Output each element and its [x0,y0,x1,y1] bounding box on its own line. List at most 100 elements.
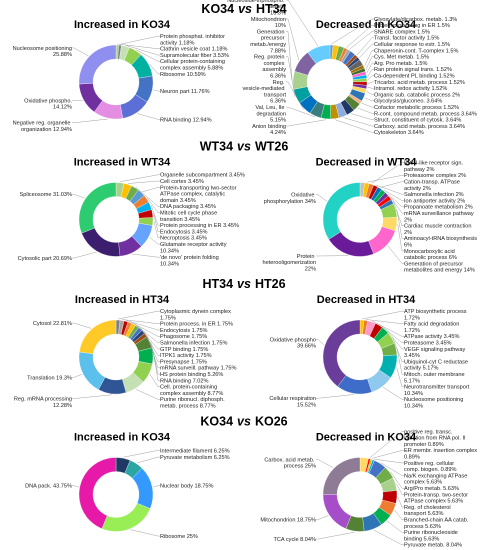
slice-label-line: Mitochondrion [260,517,295,523]
slice-label: Propanoate metabolism [404,205,463,211]
chart-title: Decreased in KO34 [316,432,417,444]
slice-value-label: 3.45% [200,204,216,210]
slice-label-line: Protein-transporting two-sector [160,185,238,191]
slice-label-line: RNA binding [160,378,191,384]
slice-label-line: RNA binding [160,117,191,123]
slice-value-label: 39.66% [297,344,316,350]
slice-value-label: 1.75% [191,359,207,365]
slice-value-label: 25% [187,534,198,540]
slice-label-line: Oxidative phospho [270,337,316,343]
chart-title: Increased in KO34 [74,432,171,444]
slice-label: Protein process. in ER [160,322,216,328]
slice-value-label: 18.75% [297,517,316,523]
donut-slice [322,182,361,240]
slice-label-line: initiation from RNA pol. II [404,436,467,442]
slice-value-label: 6.25% [214,455,230,461]
donut-slice [307,44,331,64]
leader-line [286,119,326,127]
slice-label-line: Salmonella infection [404,192,454,198]
slice-value-label: 1.18% [212,47,228,53]
slice-label-line: Cell. protein-containing [160,385,219,391]
slice-label: Glyoxylate/dicarbox. metab. [374,17,443,23]
leader-line [142,187,160,193]
leader-line [372,320,404,337]
slice-label: 'de novo' protein folding [160,255,219,261]
slice-label-line: metab./energy [250,42,286,48]
slice-label-line: Salmonella infection [160,341,210,347]
slice-label: Tricarbo. acid metab. process [374,80,448,86]
slice-value-label: 5.17% [404,378,420,384]
chart-title: Decreased in HT34 [317,294,416,306]
leader-line [384,190,404,201]
leader-line [373,529,404,546]
slice-value-label: 1.75% [217,322,233,328]
slice-label-line: Mitotic cell cycle phase [160,210,219,216]
slice-label: Purine ribonucl. diphosph. metab. proces… [160,397,226,409]
leader-line [122,319,160,324]
slice-value-label: 0.89% [404,455,420,461]
slice-value-label: 1.18% [179,40,195,46]
slice-label: Cellular protein-containing complex asse… [160,59,227,71]
slice-label: Pyruvate metabolism [160,455,213,461]
slice-value-label: 5.63% [443,486,459,492]
slice-label: Protein heterooligomerization [263,254,316,266]
slice-label-line: process [404,524,424,530]
slice-label-line: activity [404,186,421,192]
slice-label: Cardiac muscle contraction [404,224,471,230]
leader-line [397,497,404,508]
slice-value-label: 5.17% [423,366,439,372]
slice-label: Cell. protein-containing complex assembl… [160,385,219,397]
section-right: HT34 [256,2,287,16]
slice-label: Intermediate filament [160,448,213,454]
leader-line [343,117,374,127]
slice-value-label: 3.45% [223,223,239,229]
slice-label-line: ATPase activity [404,334,442,340]
slice-label-line: complex assembly [160,391,206,397]
slice-label-line: Organelle subcompartment [160,173,228,179]
leader-line [72,394,112,399]
leader-line [286,0,319,47]
slice-value-label: 1.75% [160,315,176,321]
slice-label-line: Protein [297,254,316,260]
slice-label: Arg/Pro metab. [404,486,442,492]
slice-label: Generation of precursor metabolites and … [404,261,465,273]
slice-value-label: 5.63% [425,524,441,530]
slice-label: Neuron part [160,89,190,95]
leader-line [356,37,374,56]
leader-line [72,374,83,378]
slice-label: Fatty acid degradation [404,322,459,328]
slice-label-line: ATP biosynthetic process [404,309,467,315]
slice-value-label: 4.24% [270,130,286,136]
slice-label: mRNA surveill. pathway [160,366,219,372]
slice-label-line: Glyoxylate/dicarbox. metab. [374,17,443,23]
leader-line [393,201,404,226]
slice-label-line: Purine ribonucl. diphosph. [160,397,226,403]
leader-line [72,118,108,123]
slice-label-line: Reg. protein [254,55,286,61]
leader-line [130,529,160,537]
slice-label: Struct. constituent of cytosk. [374,118,444,124]
slice-label-line: Intramol. redox activity [374,86,430,92]
section-left: WT34 [200,140,233,154]
slice-value-label: 1.75% [221,366,237,372]
slice-label: Val, Leu, Ile degradation [255,105,286,117]
slice-label: Supramolecular fiber [160,53,212,59]
leader-line [72,47,89,57]
leader-line [369,431,404,458]
slice-value-label: 2% [426,167,434,173]
leader-line [396,348,404,375]
slice-label-line: Transl. factor activity [374,36,425,42]
slice-value-label: 5.15% [270,118,286,124]
slice-label-line: Proteasome complex [404,173,457,179]
slice-label: Protein phosphat. inhibitor activity [160,34,227,46]
slice-label-line: Ribosome [160,72,185,78]
leader-line [72,194,85,199]
slice-label: Salmonella infection [160,341,210,347]
slice-value-label: 8.77% [200,404,216,410]
slice-label: Cytosol [33,321,52,327]
slice-label-line: Aminoacyl-tRNA biosynthesis [404,236,477,242]
slice-label-line: Pyruvate metabolism [160,455,213,461]
slice-label-line: ATPase complex, catalytic [160,192,227,198]
slice-label: Cytoplasmic dynein complex [160,309,231,315]
slice-label-line: Nuclear body [160,484,193,490]
